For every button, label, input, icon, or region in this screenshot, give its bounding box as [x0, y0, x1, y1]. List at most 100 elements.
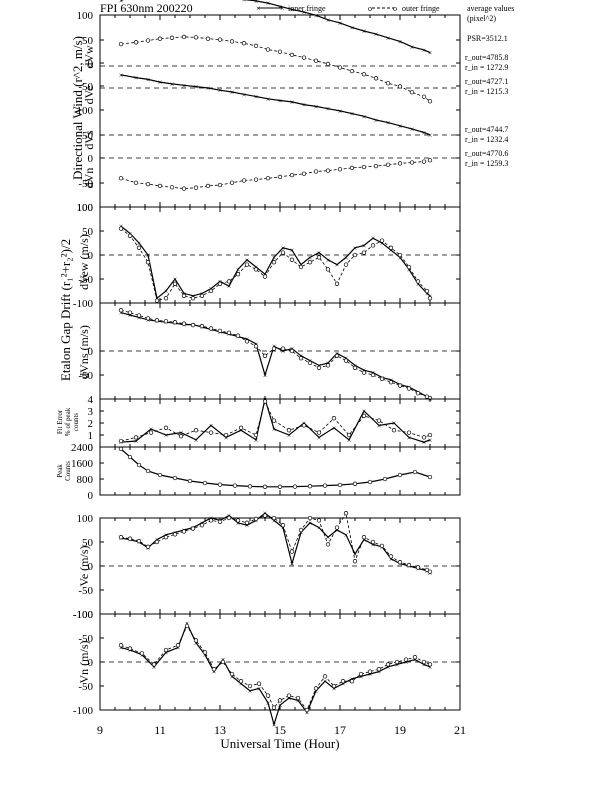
data-point	[202, 650, 208, 655]
x-tick-label: 21	[454, 723, 466, 737]
data-point: ×	[149, 425, 154, 434]
data-point	[385, 662, 391, 667]
data-point	[133, 40, 139, 45]
data-point	[322, 483, 328, 488]
data-point	[229, 39, 235, 44]
y-label-directional-wind: Directional Wind (r^2, m/s)	[70, 36, 85, 180]
data-point	[298, 356, 304, 361]
data-point	[412, 655, 418, 660]
data-point: ×	[371, 234, 376, 243]
data-point	[118, 308, 124, 313]
data-point: ×	[236, 519, 241, 528]
data-point	[220, 659, 226, 665]
data-point	[301, 55, 307, 60]
wind-row-label: dVe	[82, 86, 96, 105]
data-point: ×	[326, 256, 331, 265]
data-point	[193, 185, 199, 190]
data-point	[367, 479, 373, 485]
data-point	[361, 413, 367, 418]
data-point: ×	[272, 516, 277, 525]
data-point	[190, 322, 196, 328]
data-point	[163, 647, 169, 653]
data-point	[361, 72, 367, 77]
data-point	[370, 243, 376, 248]
figure-title: FPI 630nm 200220	[100, 1, 193, 15]
y-tick-label: 50	[82, 35, 94, 47]
data-point: ×	[407, 433, 412, 442]
data-point	[244, 339, 250, 344]
data-point	[127, 454, 133, 460]
data-point	[217, 37, 223, 42]
data-point: ×	[239, 426, 244, 435]
data-point: ×	[317, 249, 322, 258]
data-point: ×	[209, 421, 214, 430]
data-point	[373, 76, 379, 81]
data-point	[163, 425, 169, 430]
y-tick-label: 0	[88, 153, 94, 165]
data-point: ×	[305, 708, 310, 717]
r-in-value: r_in = 1232.4	[465, 135, 508, 144]
data-point	[118, 41, 124, 47]
data-point: ×	[146, 75, 151, 84]
legend-inner: × × inner fringe	[256, 4, 326, 13]
data-point	[421, 94, 427, 99]
data-point: ×	[350, 110, 355, 119]
data-point	[286, 693, 292, 698]
data-point: ×	[278, 2, 283, 11]
data-point: ×	[137, 313, 142, 322]
data-point	[397, 84, 403, 89]
data-point	[163, 535, 169, 540]
data-point: ×	[422, 660, 427, 669]
data-point	[145, 181, 151, 187]
data-point: ×	[245, 521, 250, 530]
data-point: ×	[272, 720, 277, 729]
y-tick-label: 800	[77, 474, 94, 486]
data-point: ×	[308, 519, 313, 528]
data-point: ×	[128, 311, 133, 320]
data-point	[199, 293, 205, 298]
data-point	[337, 167, 343, 172]
data-point: ×	[389, 555, 394, 564]
data-point	[424, 288, 430, 294]
data-point	[409, 90, 415, 95]
pixel-units-label: (pixel^2)	[467, 14, 496, 23]
data-point: ×	[398, 122, 403, 131]
data-point	[325, 168, 331, 173]
data-point	[349, 679, 355, 684]
data-point	[205, 183, 211, 189]
data-point	[352, 365, 358, 370]
data-point: ×	[410, 43, 415, 52]
data-point: ×	[281, 347, 286, 356]
data-point	[175, 643, 181, 648]
data-point	[424, 567, 430, 572]
data-point	[193, 428, 199, 433]
data-point: ×	[428, 436, 433, 445]
data-point	[322, 674, 328, 679]
data-point	[343, 358, 349, 363]
data-point	[427, 432, 433, 438]
data-point: ×	[263, 371, 268, 380]
data-point	[415, 565, 421, 570]
data-point: ×	[134, 437, 139, 446]
svg-text:×: ×	[256, 4, 261, 13]
data-point: ×	[164, 648, 169, 657]
x-axis: 9 11 13 15 17 19 21	[97, 723, 466, 737]
y-tick-label: 100	[77, 10, 94, 22]
data-point	[181, 293, 187, 298]
data-point	[370, 372, 376, 378]
data-point	[388, 554, 394, 559]
average-values-label: average values	[467, 4, 514, 13]
data-point	[379, 376, 385, 381]
data-point	[298, 264, 304, 270]
data-point: ×	[194, 83, 199, 92]
data-point: ×	[266, 95, 271, 104]
x-tick-label: 15	[274, 723, 286, 737]
data-point: ×	[371, 540, 376, 549]
data-point	[421, 159, 427, 164]
data-point: ×	[404, 658, 409, 667]
data-point	[226, 330, 232, 335]
data-point	[262, 353, 268, 358]
data-point	[223, 432, 229, 438]
data-point	[271, 418, 277, 423]
data-point	[349, 165, 355, 171]
